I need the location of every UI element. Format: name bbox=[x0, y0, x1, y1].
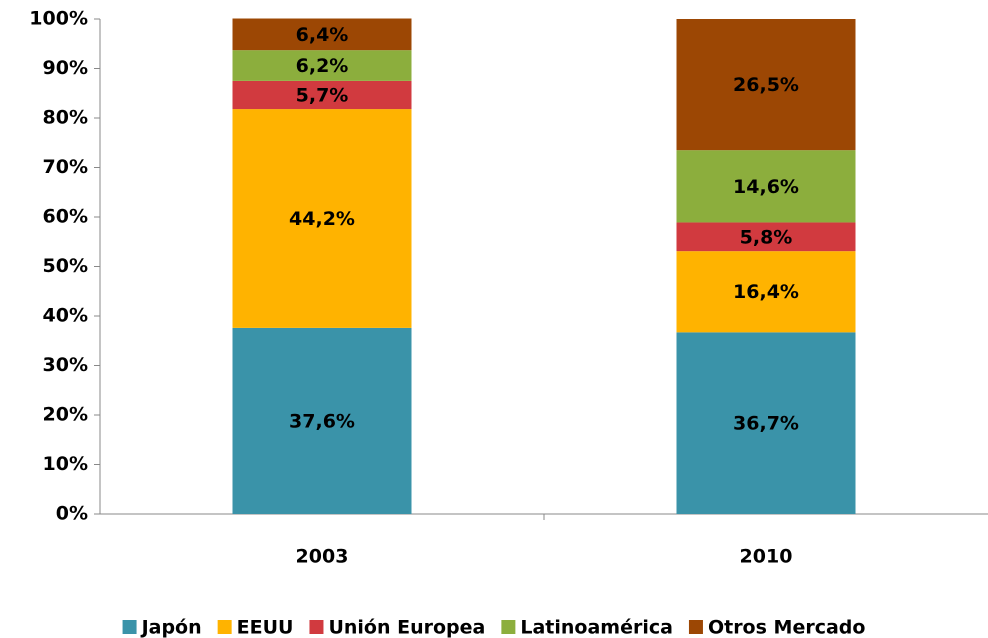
bar-segment bbox=[232, 109, 412, 328]
x-tick-label: 2003 bbox=[296, 546, 349, 568]
legend-swatch bbox=[217, 620, 232, 634]
legend: Japón EEUU Unión Europea Latinoamérica Otros… bbox=[122, 617, 865, 638]
bar-segment bbox=[232, 50, 412, 81]
y-tick-label: 50% bbox=[43, 255, 88, 277]
y-tick-label: 100% bbox=[29, 8, 88, 30]
data-label: 6,4% bbox=[296, 24, 349, 46]
data-label: 6,2% bbox=[296, 55, 349, 77]
bar-segment bbox=[232, 80, 412, 110]
legend-swatch bbox=[688, 620, 703, 634]
y-tick-label: 20% bbox=[43, 404, 88, 426]
legend-label: Latinoamérica bbox=[520, 617, 673, 638]
legend-label: Japón bbox=[140, 617, 202, 638]
legend-swatch bbox=[501, 620, 516, 634]
bar-segment bbox=[232, 327, 412, 514]
legend-swatch bbox=[122, 620, 137, 634]
legend-label: Unión Europea bbox=[328, 617, 485, 638]
y-tick-label: 60% bbox=[43, 206, 88, 228]
data-label: 44,2% bbox=[289, 208, 355, 230]
y-tick-label: 70% bbox=[43, 156, 88, 178]
bar-segment bbox=[676, 332, 856, 514]
data-label: 16,4% bbox=[733, 281, 799, 303]
y-tick-label: 80% bbox=[43, 107, 88, 129]
data-label: 37,6% bbox=[289, 410, 355, 432]
y-tick-label: 0% bbox=[56, 503, 88, 525]
bar-segment bbox=[676, 251, 856, 333]
y-tick-label: 90% bbox=[43, 57, 88, 79]
x-tick-label: 2010 bbox=[740, 546, 793, 568]
legend-swatch bbox=[309, 620, 324, 634]
bar-segment bbox=[232, 18, 412, 51]
legend-label: EEUU bbox=[237, 617, 294, 638]
data-label: 5,7% bbox=[296, 84, 349, 106]
bar-segment bbox=[676, 150, 856, 223]
data-label: 14,6% bbox=[733, 176, 799, 198]
bar-segment bbox=[676, 19, 856, 151]
data-label: 36,7% bbox=[733, 413, 799, 435]
legend-label: Otros Mercado bbox=[708, 617, 865, 638]
data-label: 5,8% bbox=[740, 226, 793, 248]
y-tick-label: 40% bbox=[43, 305, 88, 327]
y-tick-label: 10% bbox=[43, 453, 88, 475]
bar-segment bbox=[676, 222, 856, 252]
y-tick-label: 30% bbox=[43, 354, 88, 376]
data-label: 26,5% bbox=[733, 74, 799, 96]
